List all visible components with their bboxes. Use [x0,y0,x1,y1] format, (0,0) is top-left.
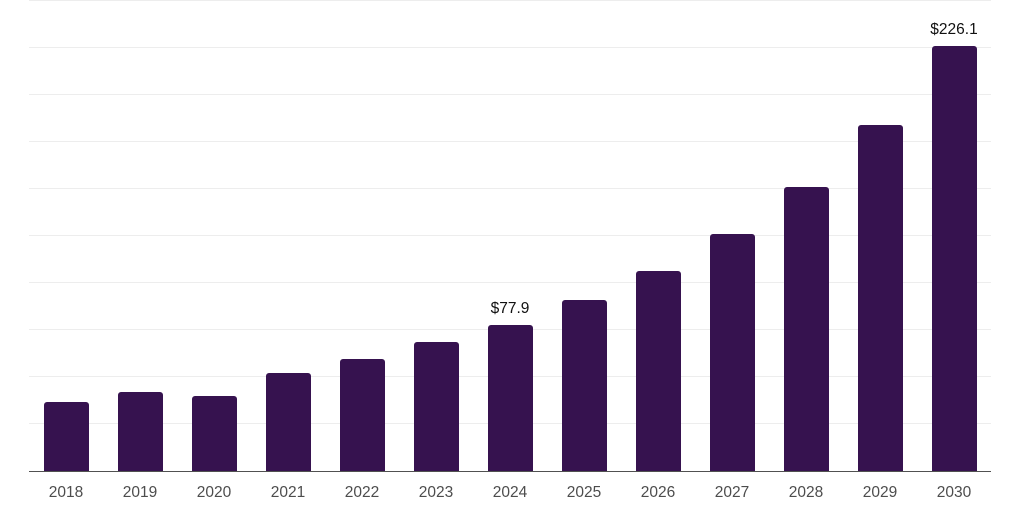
bar-2027 [709,233,755,471]
bar-2018 [43,401,89,471]
x-tick-label-2029: 2029 [862,484,898,501]
x-tick-label-2027: 2027 [714,484,750,501]
bar-2020 [191,396,237,471]
bar-2028 [783,187,829,471]
x-tick-label-2021: 2021 [270,484,306,501]
gridline-100 [29,282,991,283]
gridline-150 [29,188,991,189]
bar-2021 [265,372,311,471]
x-tick-label-2026: 2026 [640,484,676,501]
x-tick-label-2025: 2025 [566,484,602,501]
gridline-175 [29,141,991,142]
bar-2023 [413,342,459,471]
bar-2019 [117,392,163,471]
data-label-2024: $77.9 [490,299,530,317]
data-label-2030: $226.1 [930,20,978,38]
bar-2024 [487,324,533,471]
gridline-125 [29,235,991,236]
gridline-225 [29,47,991,48]
x-tick-label-2018: 2018 [48,484,84,501]
x-tick-label-2022: 2022 [344,484,380,501]
x-axis-labels: 2018 2019 2020 2021 2022 2023 2024 2025 2026 2027… [29,483,991,503]
bar-2029 [857,125,903,471]
x-tick-label-2019: 2019 [122,484,158,501]
bar-2026 [635,270,681,471]
x-tick-label-2023: 2023 [418,484,454,501]
x-tick-label-2028: 2028 [788,484,824,501]
x-tick-label-2024: 2024 [492,484,528,501]
gridline-200 [29,94,991,95]
x-axis-line [29,470,991,472]
x-tick-label-2030: 2030 [936,484,972,501]
gridline-250 [29,0,991,1]
bar-2025 [561,299,607,471]
bar-2022 [339,358,385,471]
plot-area: $77.9 $226.1 [29,0,991,472]
bar-2030 [931,45,977,471]
x-tick-label-2020: 2020 [196,484,232,501]
